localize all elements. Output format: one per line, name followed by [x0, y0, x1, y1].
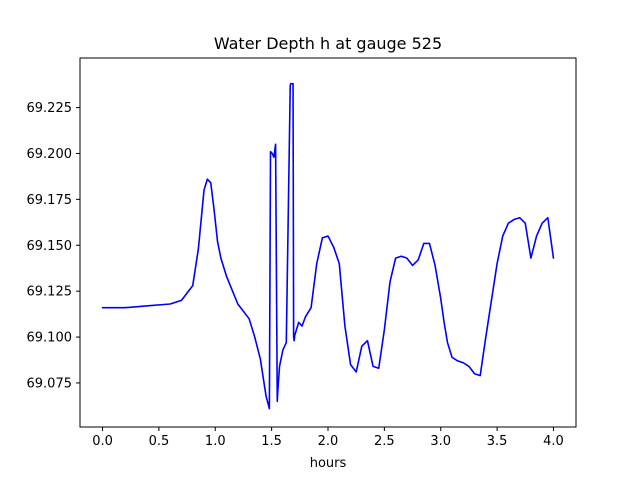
x-tick-label: 2.5	[374, 434, 395, 449]
y-tick-label: 69.200	[27, 147, 73, 162]
y-tick-label: 69.125	[27, 285, 73, 300]
plot-area: 0.0 0.5 1.0 1.5 2.0 2.5 3.0 3.5 4.0 69.075 69.100 6…	[27, 57, 577, 449]
y-tick-label: 69.225	[27, 101, 73, 116]
y-tick-label: 69.100	[27, 331, 73, 346]
x-tick-label: 3.0	[430, 434, 451, 449]
y-tick-label: 69.175	[27, 193, 73, 208]
y-tick-label: 69.075	[27, 376, 73, 391]
x-tick-label: 2.0	[318, 434, 339, 449]
y-tick-label: 69.150	[27, 239, 73, 254]
chart-title: Water Depth h at gauge 525	[214, 34, 442, 53]
x-tick-label: 1.5	[261, 434, 282, 449]
x-tick-label: 0.5	[149, 434, 170, 449]
x-tick-label: 0.0	[92, 434, 113, 449]
x-tick-label: 3.5	[487, 434, 508, 449]
series-line-0	[101, 82, 555, 410]
x-axis-label: hours	[310, 456, 347, 471]
x-tick-label: 1.0	[205, 434, 226, 449]
x-tick-label: 4.0	[543, 434, 564, 449]
